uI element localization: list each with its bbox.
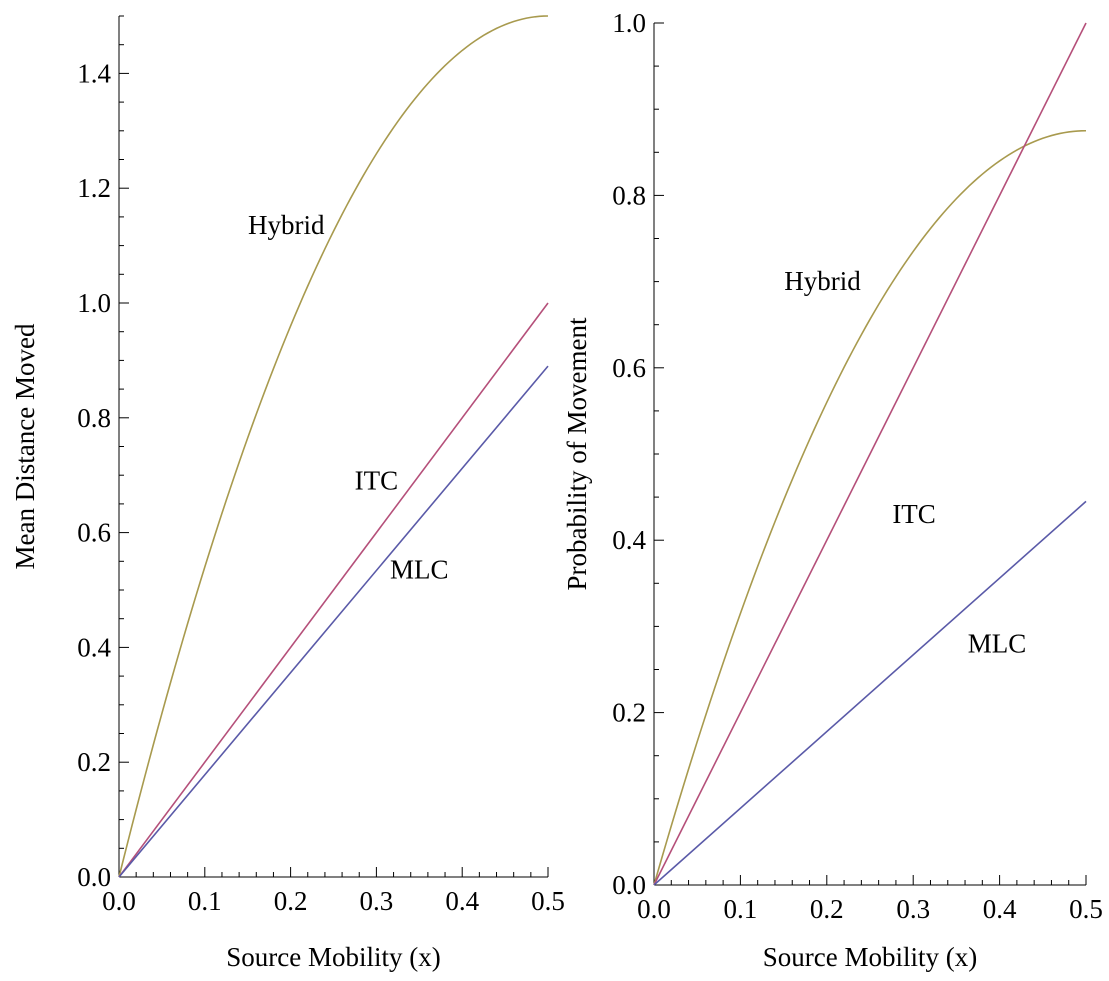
y-tick-label: 0.2 xyxy=(612,698,646,728)
y-tick-label: 0.8 xyxy=(77,403,111,433)
y-tick-label: 1.0 xyxy=(77,288,111,318)
x-tick-label: 0.3 xyxy=(896,894,930,924)
x-tick-label: 0.0 xyxy=(637,894,671,924)
y-tick-label: 0.6 xyxy=(77,518,111,548)
x-axis-title: Source Mobility (x) xyxy=(763,942,977,972)
series-line-hybrid xyxy=(118,15,549,878)
y-axis-title: Probability of Movement xyxy=(562,317,592,590)
curve-label-hybrid: Hybrid xyxy=(784,266,861,296)
x-tick-label: 0.4 xyxy=(445,886,479,916)
series-line-hybrid xyxy=(653,129,1087,886)
y-tick-label: 1.2 xyxy=(77,173,111,203)
y-tick-label: 1.0 xyxy=(612,8,646,38)
series-line-mlc xyxy=(118,365,549,878)
curve-label-mlc: MLC xyxy=(390,555,449,585)
x-tick-label: 0.5 xyxy=(1069,894,1103,924)
curve-label-hybrid: Hybrid xyxy=(248,210,325,240)
y-tick-label: 0.8 xyxy=(612,180,646,210)
curve-label-mlc: MLC xyxy=(968,628,1027,658)
series-line-itc xyxy=(653,22,1087,886)
y-tick-label: 0.4 xyxy=(612,525,646,555)
series-line-mlc xyxy=(653,500,1087,886)
x-tick-label: 0.5 xyxy=(531,886,565,916)
x-tick-label: 0.1 xyxy=(724,894,758,924)
series-line-itc xyxy=(118,302,549,878)
x-tick-label: 0.2 xyxy=(274,886,308,916)
x-tick-label: 0.1 xyxy=(188,886,222,916)
x-tick-label: 0.2 xyxy=(810,894,844,924)
y-tick-label: 0.0 xyxy=(612,870,646,900)
x-tick-label: 0.4 xyxy=(983,894,1017,924)
y-axis-title: Mean Distance Moved xyxy=(10,323,40,569)
x-tick-label: 0.0 xyxy=(102,886,136,916)
curve-label-itc: ITC xyxy=(892,499,936,529)
y-tick-label: 0.2 xyxy=(77,747,111,777)
y-tick-label: 0.6 xyxy=(612,353,646,383)
x-tick-label: 0.3 xyxy=(360,886,394,916)
y-tick-label: 1.4 xyxy=(77,58,111,88)
probability-chart: 0.0 0.1 0.2 0.3 0.4 0.5 0.0 0.2 0.4 0.6 0.8 1.0 Hybr… xyxy=(562,8,1103,972)
mean-distance-chart: 0.0 0.1 0.2 0.3 0.4 0.5 0.0 0.2 0.4 0.6 0.8 1.0 1.2 1… xyxy=(10,15,565,972)
x-axis-title: Source Mobility (x) xyxy=(226,942,440,972)
curve-label-itc: ITC xyxy=(355,466,399,496)
y-tick-label: 0.0 xyxy=(77,862,111,892)
y-tick-label: 0.4 xyxy=(77,632,111,662)
